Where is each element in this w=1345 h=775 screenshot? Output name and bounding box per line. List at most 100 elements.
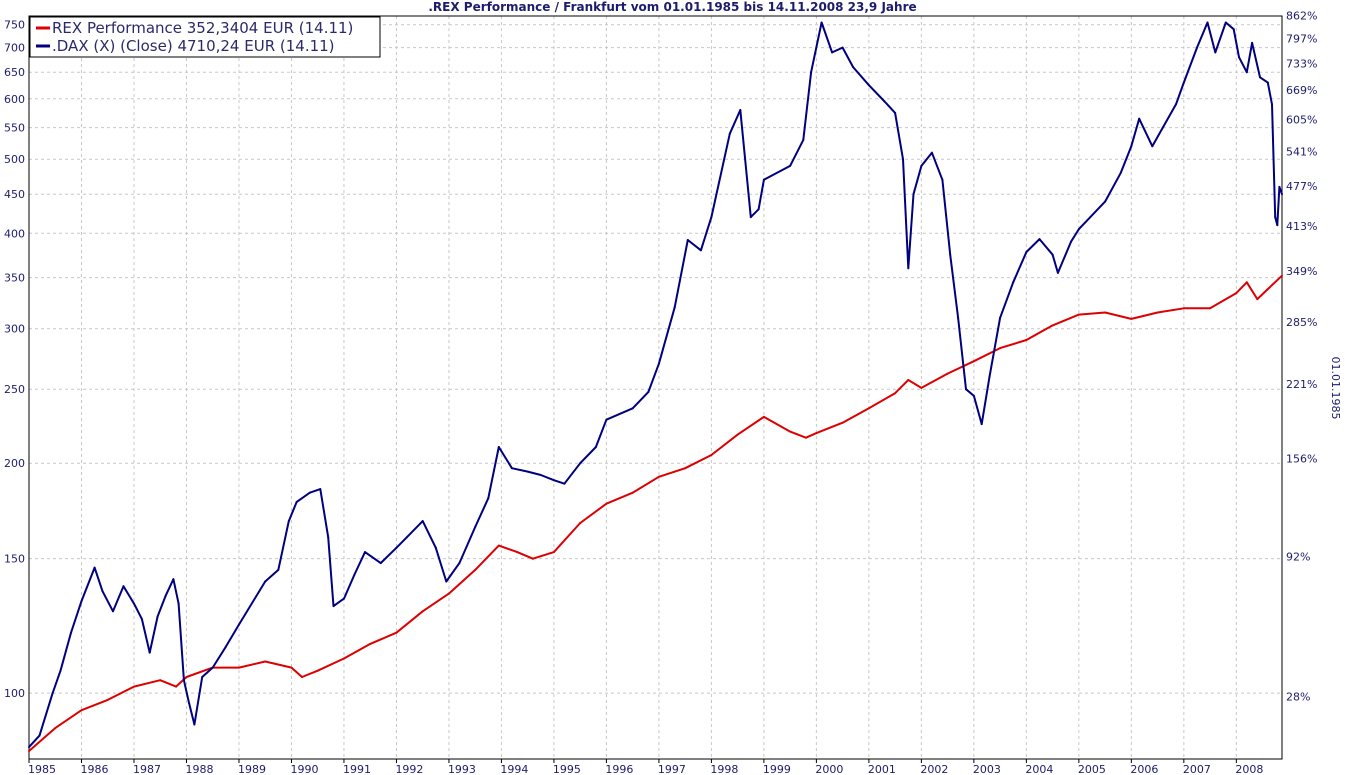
data-point [789,430,792,433]
data-point [1214,51,1217,54]
data-point [474,568,477,571]
data-point [1077,313,1080,316]
x-tick-label: 1991 [343,763,371,775]
data-point [301,676,303,678]
data-point [552,551,555,554]
data-point [487,497,490,500]
data-point [156,615,159,618]
data-point [421,610,424,613]
x-tick-label: 1988 [185,763,213,775]
data-point [1070,240,1072,243]
data-point [1232,28,1235,31]
x-tick-label: 2000 [815,763,843,775]
x-tick-label: 2004 [1025,763,1053,775]
data-point [920,164,923,167]
data-point [1151,145,1154,148]
data-point [1251,41,1254,44]
x-tick-label: 2001 [868,763,896,775]
data-point [112,610,114,613]
legend-box [29,16,381,58]
data-point [188,702,191,705]
data-point [405,536,408,539]
y-tick-label-right: 733% [1286,58,1317,71]
series-line-1 [28,21,1283,748]
data-point [1051,324,1054,327]
data-point [287,520,290,523]
data-point [965,388,967,391]
data-point [1161,126,1164,129]
y-tick-label-right: 669% [1286,84,1317,97]
data-point [308,491,311,494]
data-point [605,502,608,505]
y-tick-label-right: 285% [1286,316,1317,329]
y-tick-label-right: 221% [1286,378,1317,391]
data-point [647,390,650,393]
data-point [631,491,634,494]
grid [28,16,1282,759]
data-point [736,433,739,436]
x-tick-label: 1989 [238,763,266,775]
data-point [1156,311,1159,314]
y-tick-label: 400 [4,227,25,240]
data-point [510,467,513,470]
data-point [80,709,83,712]
data-point [762,415,765,418]
y-tick-label: 450 [4,188,25,201]
data-point [972,360,975,363]
y-tick-label: 250 [4,383,25,396]
x-tick-label: 1996 [605,763,633,775]
data-point [526,470,529,473]
data-point [657,475,660,478]
data-point [172,578,175,581]
data-point [28,746,30,749]
data-point [185,676,188,678]
data-point [531,557,534,560]
data-point [804,436,807,439]
y-tick-label: 600 [4,93,25,106]
data-point [757,208,760,211]
data-point [264,580,267,583]
x-tick-label: 1997 [658,763,686,775]
data-point [579,522,582,524]
data-point [949,253,952,256]
data-point [70,631,72,634]
data-point [497,544,500,547]
data-point [999,316,1002,319]
data-point [193,723,196,726]
y-tick-label: 500 [4,153,25,166]
data-point [673,306,676,309]
data-point [343,597,345,600]
data-point [211,666,214,669]
y-tick-label: 100 [4,687,25,700]
data-point [369,642,372,645]
x-tick-label: 2006 [1130,763,1158,775]
x-tick-label: 2007 [1183,763,1211,775]
data-point [810,71,813,74]
plot-frame [28,15,1283,760]
y-tick-label-right: 92% [1286,550,1310,563]
data-point [1038,238,1041,241]
x-tick-label: 1998 [710,763,738,775]
data-point [815,432,818,435]
y-tick-label-right: 156% [1286,452,1317,465]
data-point [1056,271,1059,274]
data-point [93,566,96,569]
data-point [739,109,742,111]
data-point [1025,251,1028,253]
data-point [1077,228,1080,231]
data-point [852,66,855,69]
data-point [1012,281,1015,284]
data-point [106,698,109,701]
data-point [1274,216,1277,219]
x-tick-label: 1993 [448,763,476,775]
data-point [327,536,330,539]
y-axis-right: 28% 92% 156% 221% 285% 349% 413% 477% 541% 605% 66… [1286,10,1317,704]
x-tick-label: 1995 [553,763,581,775]
data-point [699,249,702,252]
data-point [894,392,897,395]
data-point [563,482,566,485]
data-point [447,592,450,595]
data-point [883,100,886,103]
data-point [353,573,356,576]
data-point [332,605,335,608]
